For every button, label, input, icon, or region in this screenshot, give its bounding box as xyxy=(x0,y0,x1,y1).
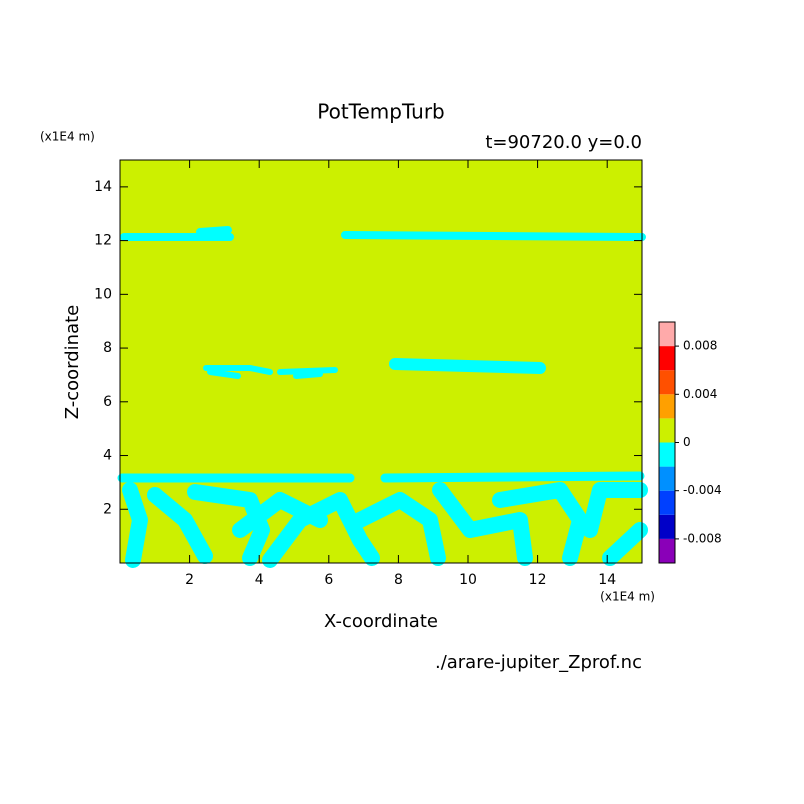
x-tick-label: 2 xyxy=(185,572,194,588)
colorbar-segment xyxy=(659,370,675,395)
plot-frame xyxy=(119,159,643,564)
colorbar-segment xyxy=(659,442,675,467)
colorbar-segment xyxy=(659,322,675,347)
y-tick-label: 2 xyxy=(103,501,112,517)
chart-subtitle: t=90720.0 y=0.0 xyxy=(485,132,642,153)
colorbar-segment xyxy=(659,394,675,419)
y-tick-label: 6 xyxy=(103,394,112,410)
x-tick-label: 10 xyxy=(459,572,477,588)
colorbar-segment xyxy=(659,346,675,371)
x-axis-label: X-coordinate xyxy=(324,611,438,632)
contour-regions xyxy=(117,226,648,568)
contour-region xyxy=(122,482,648,568)
x-tick-label: 4 xyxy=(255,572,264,588)
y-tick-label: 8 xyxy=(103,340,112,356)
contour-region xyxy=(117,471,645,483)
colorbar-tick-label: -0.004 xyxy=(683,483,722,497)
x-tick-label: 14 xyxy=(598,572,616,588)
colorbar-segment xyxy=(659,418,675,443)
colorbar-segment xyxy=(659,538,675,563)
y-unit: (x1E4 m) xyxy=(40,130,95,144)
contour-region xyxy=(120,226,646,241)
y-axis-label: Z-coordinate xyxy=(62,305,83,420)
contour-region xyxy=(389,358,546,374)
contour-region xyxy=(203,365,338,379)
colorbar-tick-label: 0 xyxy=(683,435,691,449)
colorbar-tick-label: 0.008 xyxy=(683,339,717,353)
y-tick-label: 10 xyxy=(94,286,112,302)
source-file: ./arare-jupiter_Zprof.nc xyxy=(435,652,642,673)
colorbar-tick-label: -0.008 xyxy=(683,531,722,545)
x-tick-label: 6 xyxy=(324,572,333,588)
chart-title: PotTempTurb xyxy=(317,100,445,124)
colorbar-tick-label: 0.004 xyxy=(683,387,717,401)
x-tick-label: 12 xyxy=(529,572,547,588)
x-tick-label: 8 xyxy=(394,572,403,588)
y-tick-label: 4 xyxy=(103,448,112,464)
y-tick-label: 12 xyxy=(94,233,112,249)
colorbar-segment xyxy=(659,514,675,539)
x-unit: (x1E4 m) xyxy=(600,590,655,604)
colorbar-segment xyxy=(659,466,675,491)
colorbar-segment xyxy=(659,490,675,515)
y-tick-label: 14 xyxy=(94,179,112,195)
